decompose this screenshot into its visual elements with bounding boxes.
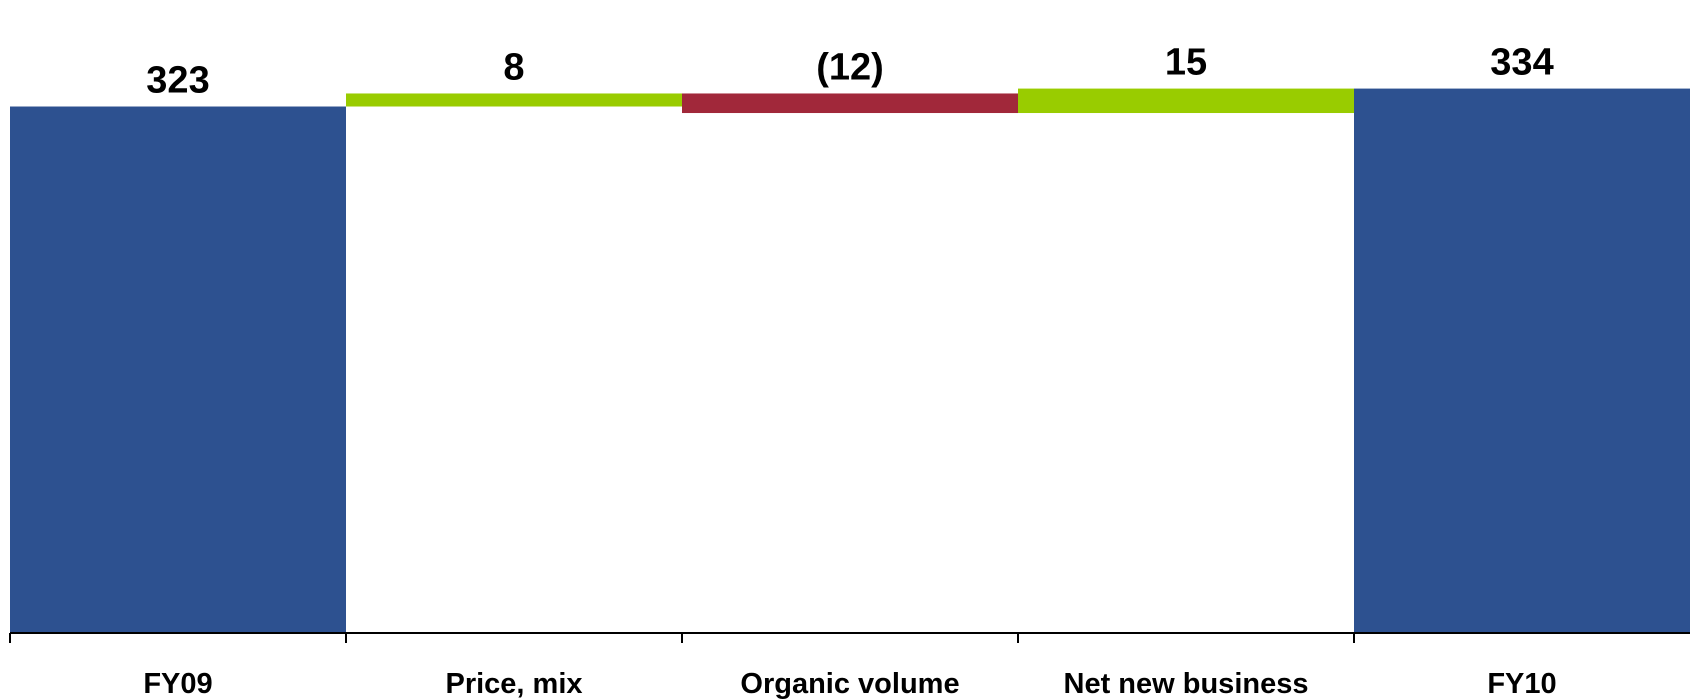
value-label: 323 [146,60,209,102]
category-label: Organic volume [740,668,959,699]
category-label: FY09 [143,668,212,699]
value-label: 15 [1165,42,1207,84]
category-label: Net new business [1064,668,1309,699]
value-label: (12) [816,46,884,88]
bar-fy10 [1354,88,1690,633]
bar-fy09 [10,106,346,633]
bars-layer [10,88,1690,633]
bar-organic-volume [682,93,1018,114]
x-axis [9,632,1690,643]
bar-price-mix [346,93,682,107]
value-labels-layer: 323 8 (12) 15 334 [146,42,1553,102]
bar-net-new-business [1018,88,1354,114]
category-label: FY10 [1487,668,1556,699]
category-label: Price, mix [445,668,582,699]
category-labels-layer: FY09 Price, mix Organic volume Net new busi… [143,668,1556,699]
value-label: 334 [1490,42,1553,84]
value-label: 8 [503,46,524,88]
